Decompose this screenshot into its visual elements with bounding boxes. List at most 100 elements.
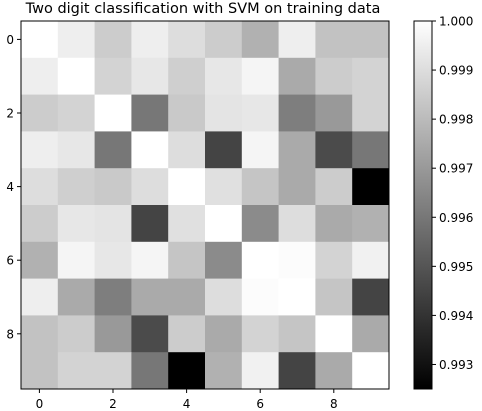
heatmap-cell (131, 278, 169, 316)
heatmap-cell (315, 131, 353, 169)
heatmap-cell (57, 315, 95, 353)
heatmap-cell (168, 168, 206, 206)
heatmap-cell (21, 131, 59, 169)
heatmap-cell (278, 315, 316, 353)
heatmap-cell (278, 131, 316, 169)
heatmap-cell (131, 241, 169, 279)
heatmap-cell (57, 131, 95, 169)
heatmap-cell (315, 352, 353, 390)
heatmap-cell (168, 94, 206, 132)
heatmap-cell (168, 352, 206, 390)
heatmap-cell (315, 205, 353, 243)
heatmap-cell (278, 205, 316, 243)
colorbar-ticks: 0.993 0.994 0.995 0.996 0.997 0.998 0.999 1.000 (432, 15, 473, 372)
colorbar-tick-label: 1.000 (439, 15, 473, 29)
colorbar-tick-label: 0.993 (439, 358, 473, 372)
heatmap-cell (21, 168, 59, 206)
heatmap-cell (352, 131, 390, 169)
heatmap-cell (94, 241, 132, 279)
heatmap-cell (352, 94, 390, 132)
heatmap-cell (57, 21, 95, 59)
heatmap-cell (94, 278, 132, 316)
heatmap-cell (131, 131, 169, 169)
heatmap-cell (315, 278, 353, 316)
colorbar (413, 20, 433, 390)
heatmap-cell (21, 57, 59, 95)
plot-frame (20, 20, 390, 390)
heatmap-cell (278, 21, 316, 59)
heatmap-cell (94, 21, 132, 59)
y-tick-label: 8 (6, 327, 14, 341)
heatmap-cell (352, 352, 390, 390)
heatmap-cell (21, 315, 59, 353)
heatmap-cell (57, 205, 95, 243)
heatmap-cell (352, 278, 390, 316)
heatmap-cells (21, 21, 390, 390)
colorbar-tick-label: 0.997 (439, 162, 473, 176)
heatmap-cell (352, 57, 390, 95)
heatmap-cell (278, 241, 316, 279)
heatmap-cell (352, 241, 390, 279)
x-axis-ticks: 0 2 4 6 8 (36, 389, 338, 411)
heatmap-cell (131, 94, 169, 132)
x-tick-label: 4 (183, 397, 191, 411)
heatmap-cell (315, 94, 353, 132)
heatmap-cell (205, 21, 243, 59)
heatmap-cell (21, 241, 59, 279)
heatmap-cell (21, 21, 59, 59)
heatmap-cell (57, 278, 95, 316)
x-tick-label: 6 (256, 397, 264, 411)
heatmap-cell (241, 352, 279, 390)
heatmap-cell (205, 131, 243, 169)
heatmap-cell (57, 241, 95, 279)
heatmap-cell (131, 352, 169, 390)
heatmap-cell (94, 131, 132, 169)
heatmap-cell (168, 241, 206, 279)
heatmap-cell (94, 168, 132, 206)
heatmap-cell (205, 315, 243, 353)
heatmap-cell (168, 131, 206, 169)
heatmap-cell (94, 205, 132, 243)
heatmap-cell (168, 315, 206, 353)
colorbar-tick-label: 0.994 (439, 309, 473, 323)
heatmap-cell (315, 57, 353, 95)
heatmap-cell (315, 241, 353, 279)
heatmap-cell (315, 21, 353, 59)
heatmap-cell (241, 94, 279, 132)
heatmap-cell (205, 168, 243, 206)
heatmap-cell (278, 168, 316, 206)
heatmap-cell (131, 168, 169, 206)
heatmap-cell (205, 205, 243, 243)
heatmap-cell (94, 94, 132, 132)
heatmap-cell (57, 352, 95, 390)
heatmap-cell (315, 168, 353, 206)
heatmap-cell (21, 205, 59, 243)
colorbar-tick-label: 0.999 (439, 64, 473, 78)
heatmap-cell (94, 315, 132, 353)
heatmap-cell (241, 315, 279, 353)
heatmap-cell (241, 241, 279, 279)
heatmap-cell (278, 352, 316, 390)
y-tick-label: 2 (6, 107, 14, 121)
heatmap-cell (131, 21, 169, 59)
heatmap-cell (205, 278, 243, 316)
y-tick-label: 6 (6, 254, 14, 268)
heatmap-cell (131, 315, 169, 353)
heatmap-cell (352, 205, 390, 243)
heatmap-cell (21, 278, 59, 316)
heatmap-cell (94, 57, 132, 95)
chart-title: Two digit classification with SVM on tra… (25, 1, 381, 17)
y-axis-ticks: 0 2 4 6 8 (6, 33, 21, 341)
x-tick-label: 2 (109, 397, 117, 411)
heatmap-cell (352, 168, 390, 206)
heatmap-cell (131, 205, 169, 243)
heatmap-cell (278, 57, 316, 95)
colorbar-tick-label: 0.996 (439, 211, 473, 225)
heatmap-cell (241, 205, 279, 243)
heatmap-cell (241, 131, 279, 169)
heatmap-cell (278, 94, 316, 132)
heatmap-cell (205, 94, 243, 132)
colorbar-tick-label: 0.998 (439, 113, 473, 127)
heatmap-cell (241, 278, 279, 316)
